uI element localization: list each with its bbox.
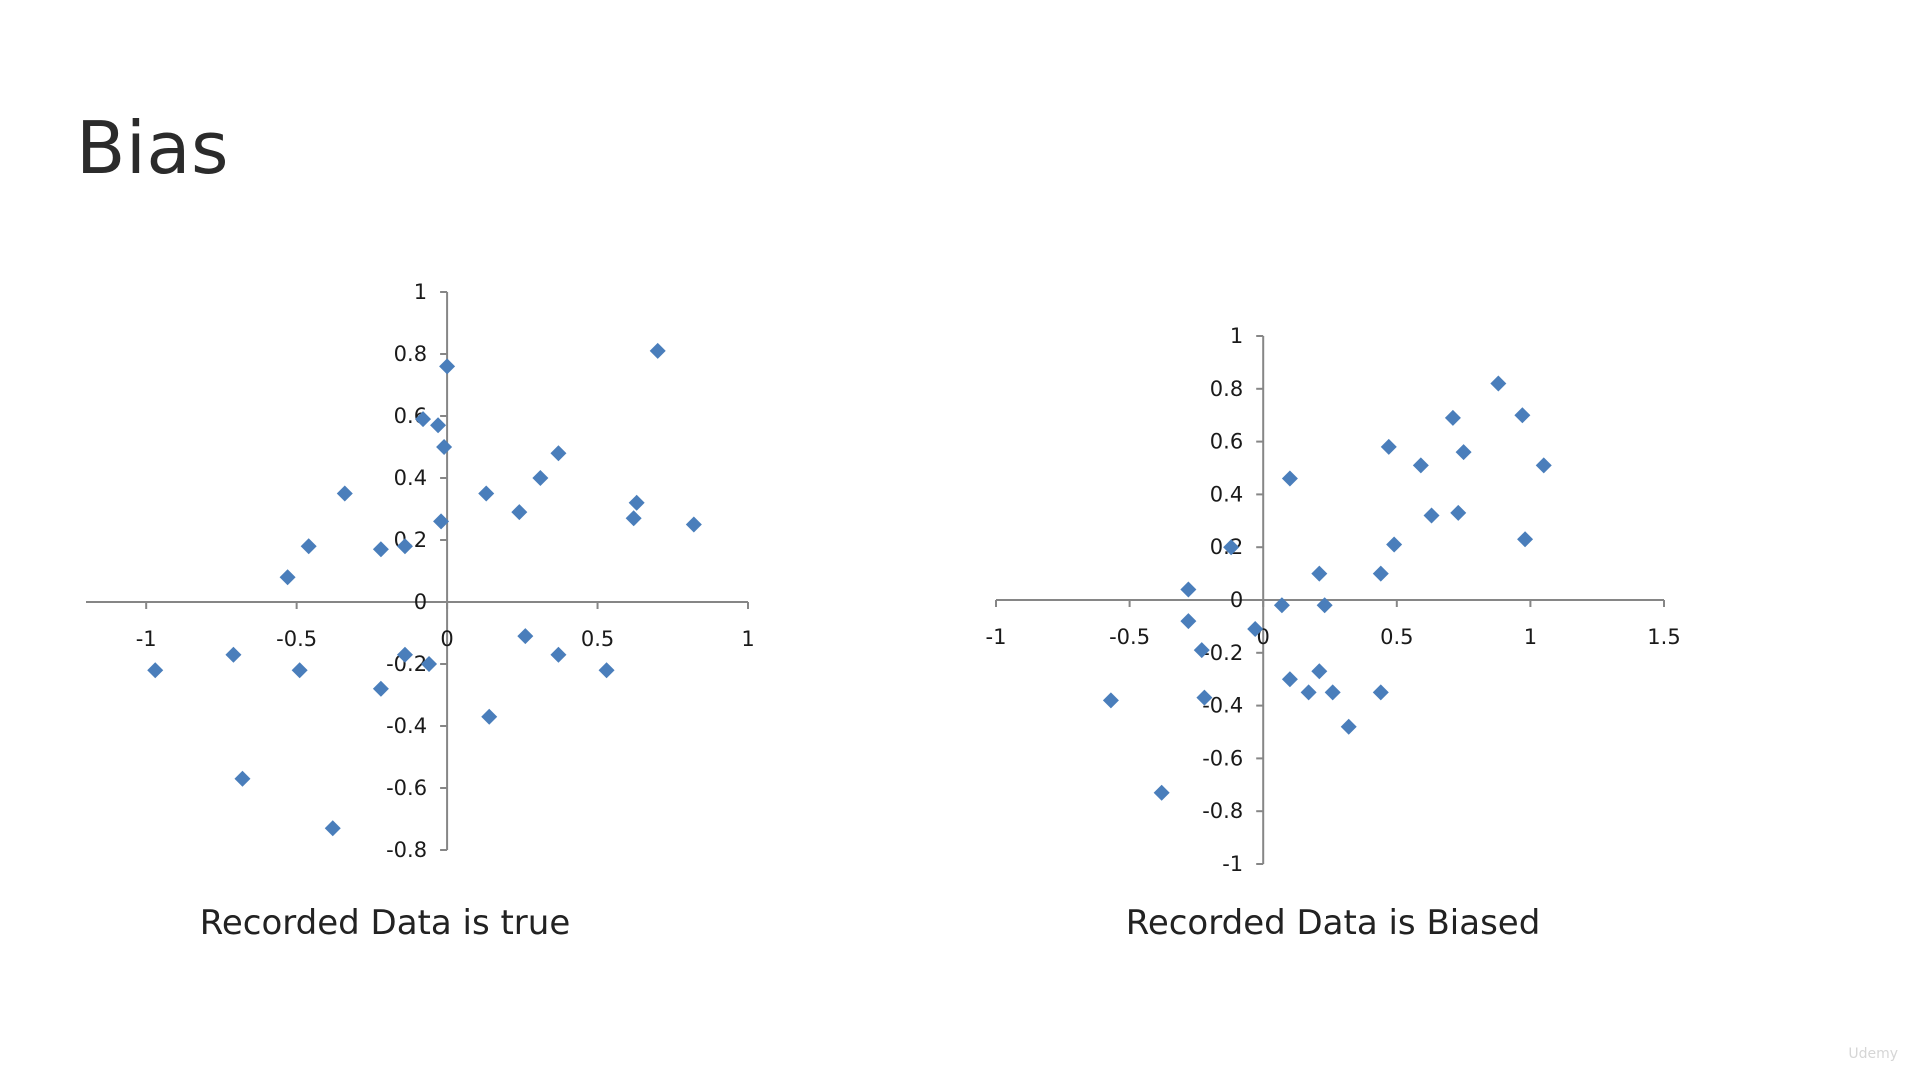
data-point — [1386, 536, 1403, 553]
y-tick-label: 0 — [414, 590, 427, 614]
data-point — [421, 656, 438, 672]
data-point — [1535, 457, 1552, 474]
data-point — [1444, 409, 1461, 426]
x-tick-label: -1 — [986, 625, 1007, 649]
data-point — [1153, 784, 1170, 801]
data-point — [1324, 684, 1341, 701]
data-point — [324, 820, 341, 837]
data-point — [1517, 531, 1534, 548]
data-point — [1193, 642, 1210, 659]
data-point — [1372, 684, 1389, 701]
data-point — [1281, 671, 1298, 688]
data-point — [625, 510, 642, 527]
data-point — [1372, 565, 1389, 582]
data-point — [1490, 375, 1507, 392]
data-point — [1455, 444, 1472, 461]
y-tick-label: -0.4 — [386, 714, 427, 738]
y-tick-label: 0.8 — [394, 342, 427, 366]
data-point — [1450, 504, 1467, 521]
data-point — [372, 680, 389, 697]
data-point — [628, 494, 645, 511]
x-tick-label: 1 — [1524, 625, 1537, 649]
data-point — [396, 646, 413, 663]
data-point — [439, 358, 456, 375]
y-tick-label: -0.8 — [1202, 799, 1243, 823]
x-tick-label: -0.5 — [276, 627, 317, 651]
y-tick-label: -1 — [1222, 852, 1243, 876]
data-point — [550, 445, 567, 462]
data-point — [433, 513, 450, 530]
data-point — [1340, 718, 1357, 735]
y-tick-label: 0.4 — [394, 466, 427, 490]
data-point — [234, 770, 251, 787]
data-point — [1423, 507, 1440, 524]
slide-title: Bias — [76, 106, 230, 190]
data-point — [1311, 663, 1328, 680]
data-point — [517, 628, 534, 645]
data-point — [147, 662, 164, 679]
data-point — [1380, 438, 1397, 455]
x-tick-label: -0.5 — [1109, 625, 1150, 649]
chart-caption-biased: Recorded Data is Biased — [1125, 903, 1541, 943]
data-point — [532, 470, 549, 486]
y-tick-label: 1 — [414, 280, 427, 304]
data-point — [550, 646, 567, 663]
x-tick-label: 0 — [440, 627, 453, 651]
data-point — [1412, 457, 1429, 474]
data-point — [511, 504, 528, 521]
data-point — [291, 662, 308, 679]
y-tick-label: 0.4 — [1210, 482, 1243, 506]
data-point — [415, 411, 432, 428]
data-point — [1311, 565, 1328, 582]
x-tick-label: 1.5 — [1647, 625, 1680, 649]
y-tick-label: 0 — [1230, 588, 1243, 612]
y-tick-label: 1 — [1230, 324, 1243, 348]
data-point — [279, 569, 296, 586]
data-point — [1196, 689, 1213, 706]
data-point — [336, 485, 353, 502]
data-point — [1180, 613, 1197, 630]
data-point — [481, 708, 498, 725]
data-point — [685, 516, 702, 533]
data-point — [649, 342, 666, 359]
data-point — [1223, 539, 1240, 556]
data-point — [436, 439, 453, 455]
data-point — [430, 417, 447, 434]
y-tick-label: -0.6 — [1202, 746, 1243, 770]
data-point — [1316, 597, 1333, 614]
data-point — [372, 541, 389, 558]
data-point — [1300, 684, 1317, 701]
y-tick-label: -0.6 — [386, 776, 427, 800]
data-point — [1180, 581, 1197, 598]
data-point — [598, 662, 615, 679]
x-tick-label: 0.5 — [581, 627, 614, 651]
chart-caption-true: Recorded Data is true — [199, 903, 571, 943]
data-point — [478, 485, 495, 502]
data-point — [1273, 597, 1290, 614]
data-point — [1514, 407, 1531, 424]
udemy-watermark: Udemy — [1848, 1046, 1898, 1062]
data-point — [300, 538, 317, 555]
data-point — [225, 646, 242, 663]
y-tick-label: 0.8 — [1210, 377, 1243, 401]
y-tick-label: 0.6 — [1210, 430, 1243, 454]
y-tick-label: -0.2 — [1202, 641, 1243, 665]
data-point — [1247, 621, 1264, 638]
data-point — [396, 538, 413, 555]
x-tick-label: 1 — [741, 627, 754, 651]
x-tick-label: 0.5 — [1380, 625, 1413, 649]
y-tick-label: -0.8 — [386, 838, 427, 862]
data-point — [1102, 692, 1119, 709]
data-point — [1281, 470, 1298, 487]
x-tick-label: -1 — [136, 627, 157, 651]
